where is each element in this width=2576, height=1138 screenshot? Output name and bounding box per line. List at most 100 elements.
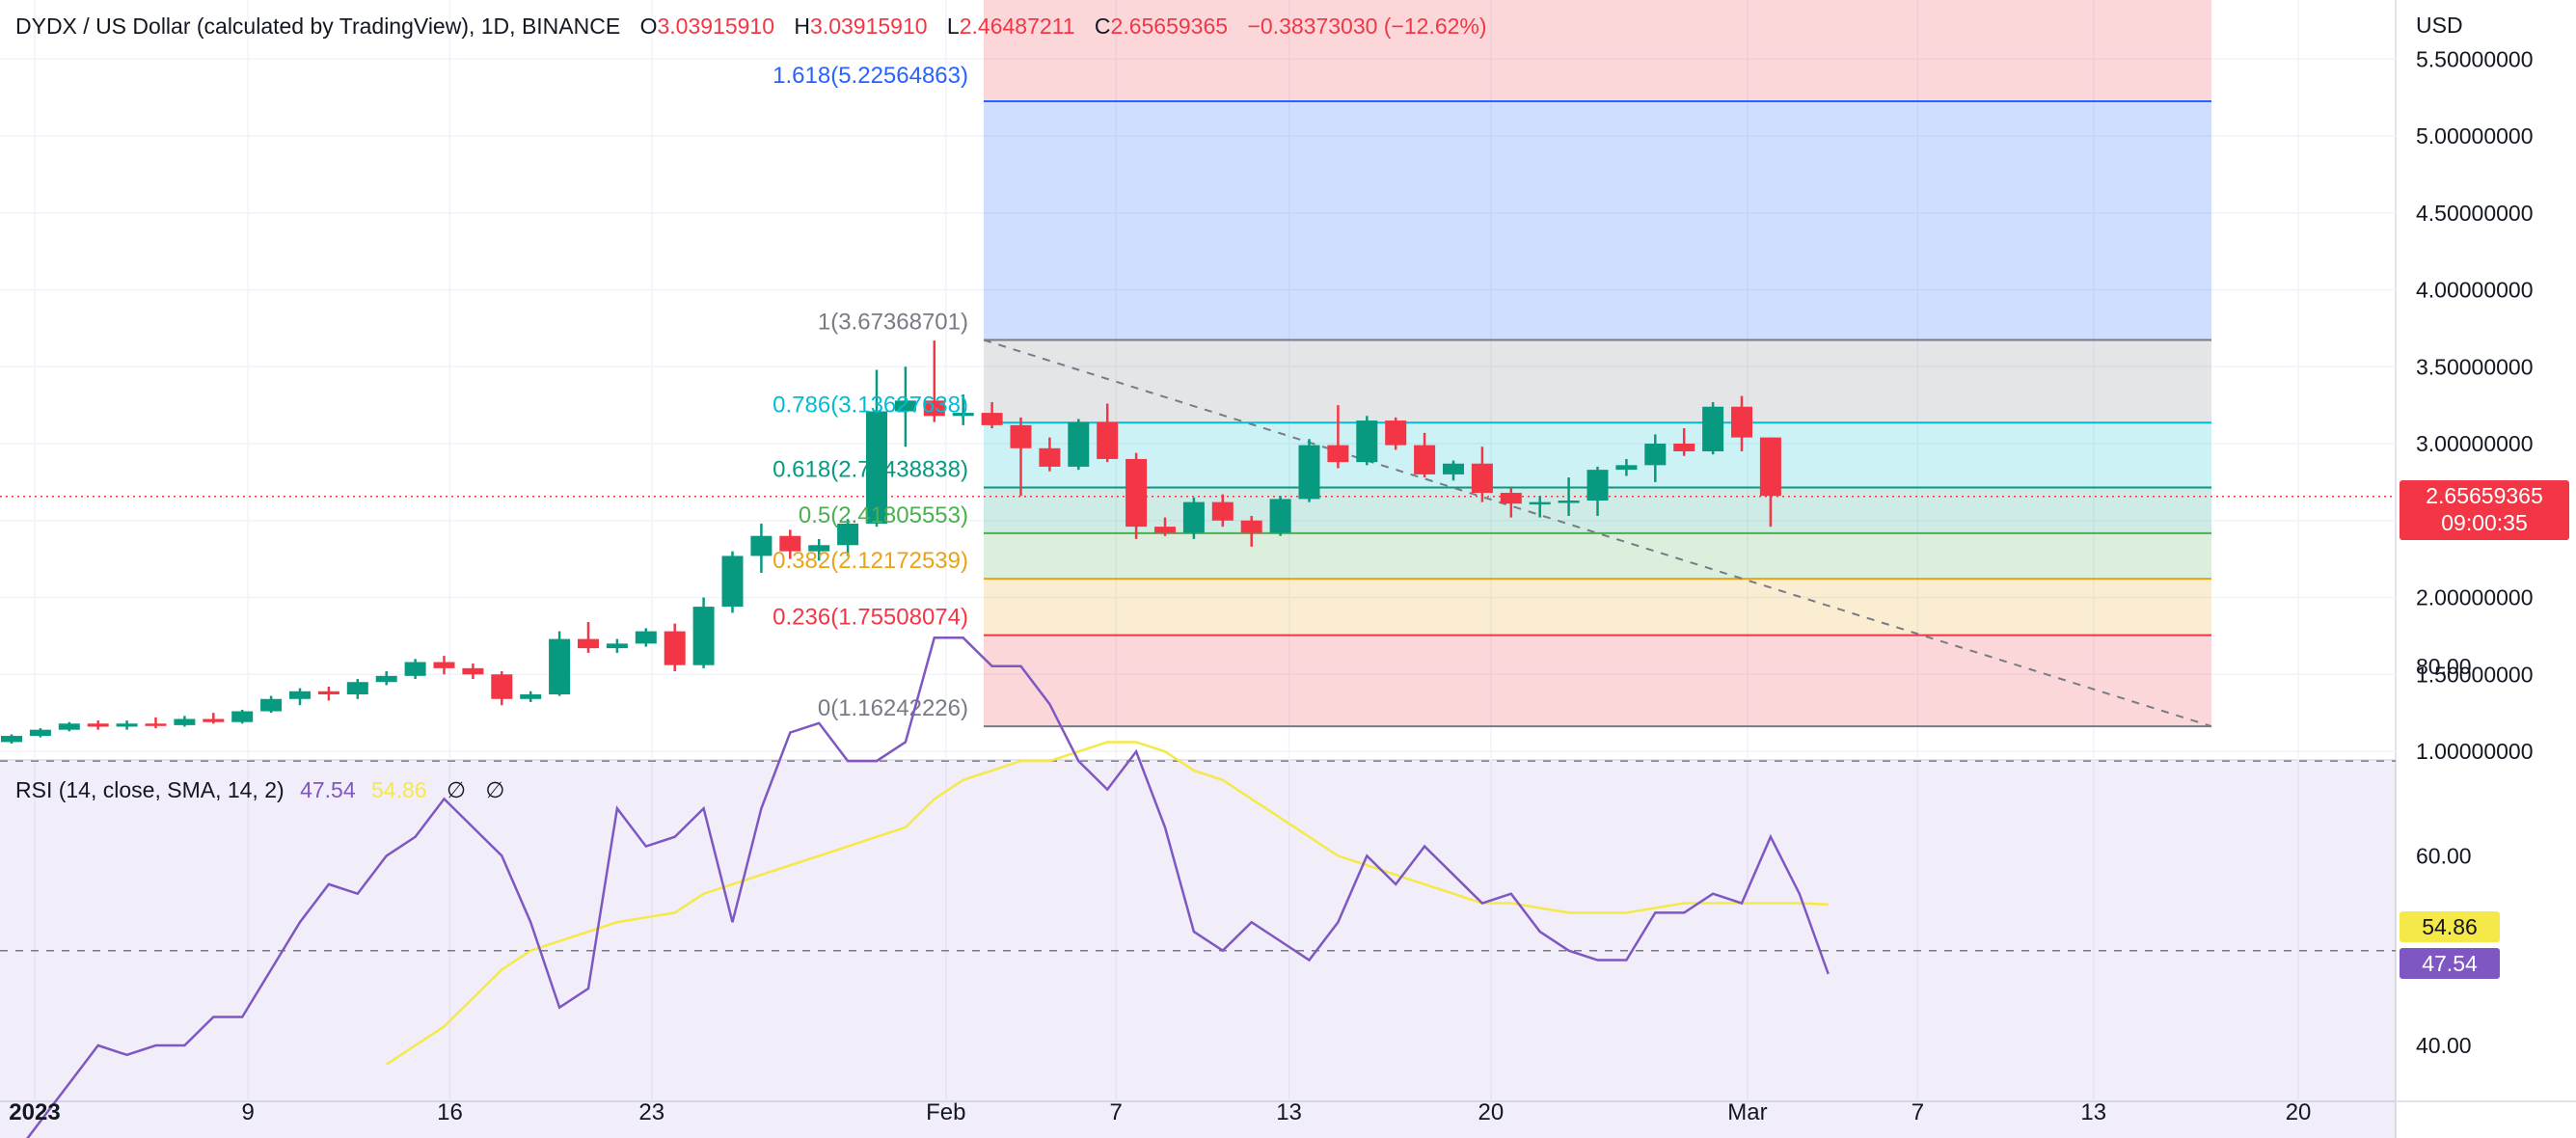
change-value: −0.38373030 (−12.62%): [1247, 14, 1487, 39]
rsi-value-tag: 47.54: [2400, 948, 2500, 979]
candle-body: [29, 729, 51, 737]
currency-label: USD: [2416, 13, 2463, 38]
candle-body: [1414, 445, 1436, 474]
rsi-pane: [0, 637, 2396, 1138]
time-tick-label: 20: [1478, 1099, 1505, 1125]
candle-body: [1500, 493, 1522, 504]
rsi-value: 47.54: [300, 777, 356, 802]
rsi-tick-label: 60.00: [2416, 843, 2472, 868]
fib-level-label: 0.382(2.12172539): [773, 548, 968, 574]
fib-zone: [984, 339, 2211, 423]
time-tick-label: 2023: [9, 1099, 60, 1125]
close-value: 2.65659365: [1110, 14, 1229, 39]
rsi-tick-label: 80.00: [2416, 654, 2472, 679]
candle-body: [866, 411, 887, 524]
candle-body: [145, 723, 167, 726]
time-tick-label: 9: [242, 1099, 255, 1125]
candle-body: [203, 718, 225, 722]
candle-body: [1586, 470, 1609, 501]
sma-value: 54.86: [371, 777, 427, 802]
fib-level-label: 1.618(5.22564863): [773, 63, 968, 89]
candle-body: [952, 413, 974, 417]
last-price-value: 2.65659365: [2426, 483, 2543, 508]
candle-body: [606, 643, 628, 649]
fibonacci-retracement[interactable]: [0, 0, 2396, 728]
candle-body: [317, 691, 339, 694]
candle-body: [375, 675, 397, 683]
fib-level-label: 1(3.67368701): [818, 310, 968, 336]
candle-body: [1, 736, 22, 743]
time-tick-label: 13: [2080, 1099, 2106, 1125]
rsi-legend: RSI (14, close, SMA, 14, 2) 47.54 54.86 …: [15, 777, 504, 803]
low-value: 2.46487211: [959, 14, 1075, 39]
high-value: 3.03915910: [810, 14, 928, 39]
candle-body: [1154, 527, 1176, 533]
rsi-line: [26, 637, 1830, 1138]
candle-body: [1039, 447, 1061, 467]
symbol-title: DYDX / US Dollar (calculated by TradingV…: [15, 14, 621, 39]
high-key: H: [794, 14, 811, 39]
time-tick-label: 13: [1276, 1099, 1302, 1125]
fib-zone: [984, 101, 2211, 340]
price-tick-label: 1.50000000: [2416, 662, 2534, 687]
fib-level-label: 0.618(2.71438838): [773, 457, 968, 483]
fib-level-label: 0.236(1.75508074): [773, 605, 968, 631]
time-tick-label: 7: [1109, 1099, 1122, 1125]
low-key: L: [946, 14, 960, 39]
last-price-tag: 2.65659365 09:00:35: [2400, 480, 2569, 540]
bar-countdown: 09:00:35: [2441, 510, 2528, 535]
time-tick-label: 7: [1912, 1099, 1924, 1125]
candle-body: [1269, 499, 1291, 533]
candle-body: [1471, 463, 1493, 494]
fib-zone: [984, 579, 2211, 636]
price-tick-label: 3.00000000: [2416, 431, 2534, 456]
candle-body: [1673, 444, 1695, 451]
rsi-tick-label: 40.00: [2416, 1033, 2472, 1058]
symbol-legend: DYDX / US Dollar (calculated by TradingV…: [15, 14, 1487, 40]
price-tick-label: 3.50000000: [2416, 354, 2534, 379]
candle-body: [664, 631, 686, 665]
null-icon: ∅: [446, 777, 467, 802]
open-value: 3.03915910: [657, 14, 774, 39]
candle-body: [837, 523, 859, 546]
candle-body: [1529, 501, 1551, 505]
candle-body: [808, 545, 830, 552]
candle-body: [578, 638, 599, 649]
open-key: O: [639, 14, 658, 39]
candle-body: [1644, 444, 1667, 466]
candle-body: [1759, 437, 1781, 497]
fib-level-label: 0(1.16242226): [818, 695, 968, 721]
candle-body: [1327, 445, 1349, 463]
candle-body: [692, 607, 715, 665]
close-key: C: [1094, 14, 1111, 39]
candle-body: [174, 718, 196, 725]
candle-body: [549, 638, 571, 694]
candle-body: [894, 400, 916, 412]
candle-body: [260, 698, 283, 712]
candlestick-series: [1, 340, 1781, 745]
time-tick-label: 23: [638, 1099, 664, 1125]
price-tick-label: 5.50000000: [2416, 46, 2534, 71]
candle-body: [58, 723, 80, 730]
time-tick-label: 16: [437, 1099, 463, 1125]
candle-body: [923, 400, 945, 417]
candle-body: [116, 723, 138, 727]
candle-body: [1702, 406, 1724, 451]
time-tick-label: 20: [2286, 1099, 2312, 1125]
price-tick-label: 4.00000000: [2416, 278, 2534, 303]
null-icon: ∅: [485, 777, 505, 802]
candle-body: [1443, 463, 1464, 474]
candle-body: [491, 674, 513, 699]
candle-body: [87, 723, 109, 727]
rsi-sma-line: [386, 741, 1829, 1066]
candle-body: [1731, 406, 1752, 438]
candle-body: [1068, 421, 1090, 467]
candle-body: [520, 693, 542, 699]
fib-level-label: 0.5(2.41805553): [799, 502, 968, 528]
candle-body: [1615, 465, 1638, 471]
candle-body: [1298, 445, 1320, 500]
price-tick-label: 2.00000000: [2416, 585, 2534, 610]
fibonacci-labels: 1.618(5.22564863) 1(3.67368701) 0.786(3.13…: [773, 63, 968, 721]
candle-body: [462, 667, 484, 675]
